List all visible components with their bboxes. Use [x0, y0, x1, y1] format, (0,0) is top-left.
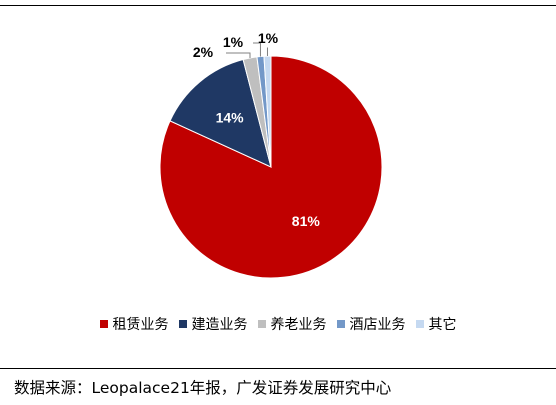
legend-swatch-rental: [99, 320, 108, 328]
legend-item-construction: 建造业务: [178, 314, 248, 334]
chart-legend: 租赁业务 建造业务 养老业务 酒店业务 其它: [0, 314, 556, 334]
legend-item-other: 其它: [415, 314, 457, 334]
data-label-hotel: 1%: [223, 34, 244, 50]
data-label-construction: 14%: [216, 110, 245, 126]
leader-lines: [226, 42, 268, 59]
legend-swatch-other: [415, 320, 424, 328]
legend-label-other: 其它: [428, 317, 457, 333]
legend-label-rental: 租赁业务: [112, 317, 169, 333]
legend-label-elderly-care: 养老业务: [270, 317, 327, 333]
leader-line-hotel: [253, 42, 261, 57]
legend-swatch-hotel: [336, 320, 345, 328]
source-note: 数据来源：Leopalace21年报，广发证券发展研究中心: [14, 379, 392, 397]
bottom-rule: [0, 368, 556, 369]
legend-swatch-construction: [178, 320, 187, 328]
data-label-other: 1%: [258, 30, 279, 46]
leader-line-elderly-care: [226, 52, 251, 59]
data-labels: 81% 14% 2% 1% 1%: [193, 30, 320, 229]
data-label-elderly-care: 2%: [193, 44, 214, 60]
pie-slices: [159, 55, 383, 279]
legend-label-hotel: 酒店业务: [349, 317, 406, 333]
pie-slice-other: [263, 55, 272, 168]
leader-line-other: [266, 47, 268, 57]
pie-slice-construction: [169, 58, 272, 168]
legend-item-rental: 租赁业务: [99, 314, 169, 334]
legend-item-elderly-care: 养老业务: [257, 314, 327, 334]
legend-item-hotel: 酒店业务: [336, 314, 406, 334]
legend-label-construction: 建造业务: [191, 317, 248, 333]
top-rule: [0, 5, 556, 6]
legend-swatch-elderly-care: [257, 320, 266, 328]
data-label-rental: 81%: [292, 213, 321, 229]
pie-chart: 81% 14% 2% 1% 1%: [159, 30, 383, 279]
